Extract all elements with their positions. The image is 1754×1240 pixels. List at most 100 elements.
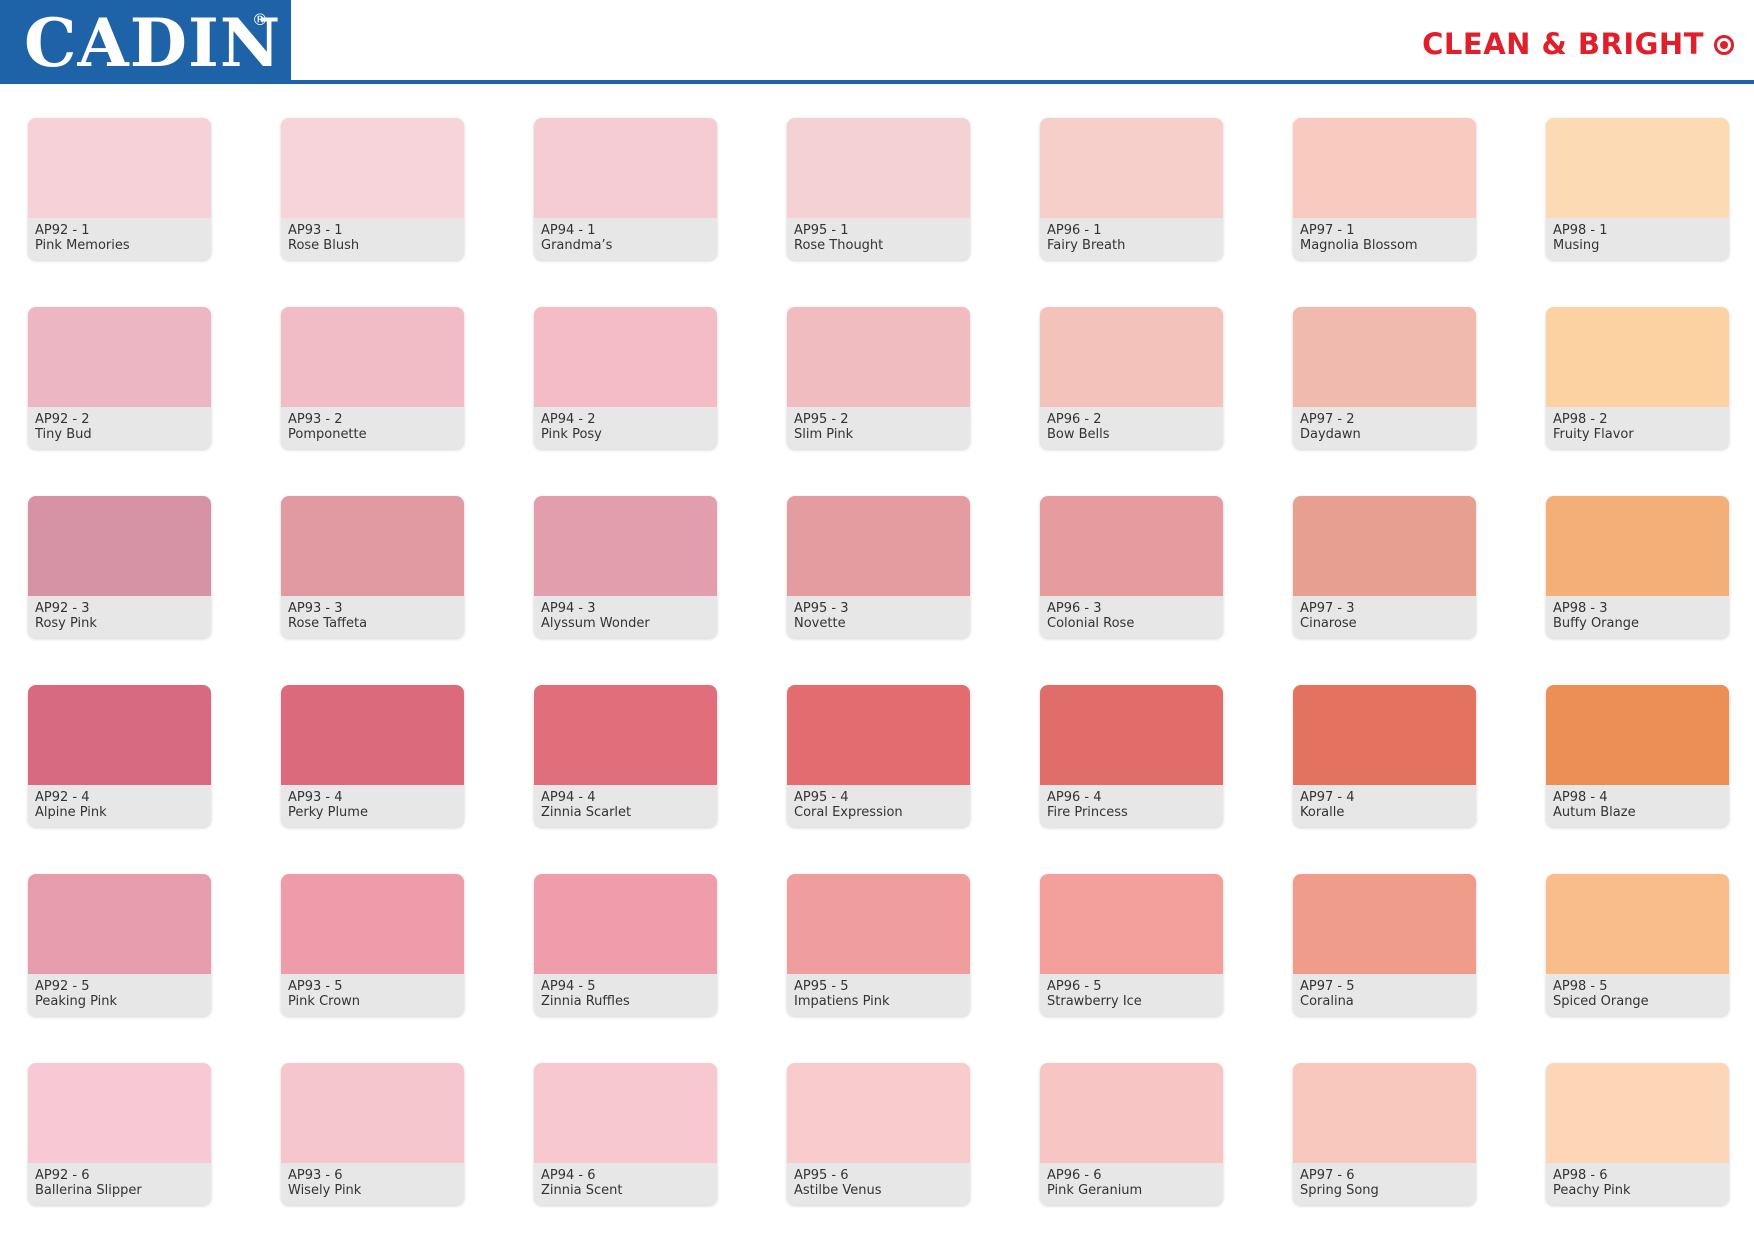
swatch-code: AP95 - 3 <box>794 601 849 616</box>
color-swatch <box>1546 685 1729 785</box>
color-swatch <box>281 118 464 218</box>
color-card[interactable]: AP92 - 1 Pink Memories <box>28 118 211 260</box>
color-card[interactable]: AP98 - 3 Buffy Orange <box>1546 496 1729 638</box>
color-card[interactable]: AP94 - 3 Alyssum Wonder <box>534 496 717 638</box>
swatch-code: AP97 - 5 <box>1300 979 1355 994</box>
color-card[interactable]: AP95 - 5 Impatiens Pink <box>787 874 970 1016</box>
color-card[interactable]: AP94 - 4 Zinnia Scarlet <box>534 685 717 827</box>
color-card[interactable]: AP97 - 1 Magnolia Blossom <box>1293 118 1476 260</box>
color-card[interactable]: AP93 - 1 Rose Blush <box>281 118 464 260</box>
color-card[interactable]: AP95 - 4 Coral Expression <box>787 685 970 827</box>
swatch-code: AP92 - 5 <box>35 979 90 994</box>
color-card[interactable]: AP98 - 5 Spiced Orange <box>1546 874 1729 1016</box>
color-swatch <box>1293 496 1476 596</box>
swatch-label: AP92 - 2 Tiny Bud <box>28 407 211 442</box>
header: CADIN ® CLEAN & BRIGHT <box>0 0 1754 84</box>
color-card[interactable]: AP93 - 4 Perky Plume <box>281 685 464 827</box>
color-swatch <box>1546 307 1729 407</box>
color-card[interactable]: AP93 - 6 Wisely Pink <box>281 1063 464 1205</box>
swatch-code: AP98 - 5 <box>1553 979 1608 994</box>
color-swatch <box>1040 685 1223 785</box>
color-card[interactable]: AP95 - 6 Astilbe Venus <box>787 1063 970 1205</box>
tagline: CLEAN & BRIGHT <box>1422 27 1704 61</box>
color-card[interactable]: AP92 - 4 Alpine Pink <box>28 685 211 827</box>
swatch-code: AP97 - 4 <box>1300 790 1355 805</box>
swatch-label: AP96 - 5 Strawberry Ice <box>1040 974 1223 1009</box>
color-card[interactable]: AP97 - 6 Spring Song <box>1293 1063 1476 1205</box>
color-card[interactable]: AP93 - 3 Rose Taffeta <box>281 496 464 638</box>
color-swatch <box>1040 118 1223 218</box>
color-card[interactable]: AP96 - 4 Fire Princess <box>1040 685 1223 827</box>
color-swatch <box>28 685 211 785</box>
color-card[interactable]: AP93 - 5 Pink Crown <box>281 874 464 1016</box>
color-card[interactable]: AP96 - 3 Colonial Rose <box>1040 496 1223 638</box>
color-card[interactable]: AP97 - 5 Coralina <box>1293 874 1476 1016</box>
swatch-label: AP98 - 4 Autum Blaze <box>1546 785 1729 820</box>
swatch-label: AP96 - 1 Fairy Breath <box>1040 218 1223 253</box>
swatch-label: AP95 - 1 Rose Thought <box>787 218 970 253</box>
swatch-code: AP98 - 1 <box>1553 223 1608 238</box>
swatch-code: AP92 - 2 <box>35 412 90 427</box>
color-card[interactable]: AP98 - 2 Fruity Flavor <box>1546 307 1729 449</box>
color-swatch <box>534 685 717 785</box>
swatch-code: AP95 - 4 <box>794 790 849 805</box>
color-card[interactable]: AP98 - 4 Autum Blaze <box>1546 685 1729 827</box>
swatch-code: AP97 - 1 <box>1300 223 1355 238</box>
color-swatch <box>787 118 970 218</box>
swatch-code: AP94 - 5 <box>541 979 596 994</box>
swatch-label: AP93 - 4 Perky Plume <box>281 785 464 820</box>
swatch-label: AP98 - 1 Musing <box>1546 218 1729 253</box>
swatch-code: AP98 - 6 <box>1553 1168 1608 1183</box>
swatch-code: AP96 - 2 <box>1047 412 1102 427</box>
color-card[interactable]: AP94 - 2 Pink Posy <box>534 307 717 449</box>
swatch-label: AP96 - 2 Bow Bells <box>1040 407 1223 442</box>
color-card[interactable]: AP97 - 4 Koralle <box>1293 685 1476 827</box>
swatch-name: Peaking Pink <box>35 994 118 1009</box>
color-card[interactable]: AP96 - 1 Fairy Breath <box>1040 118 1223 260</box>
swatch-code: AP96 - 5 <box>1047 979 1102 994</box>
swatch-label: AP98 - 3 Buffy Orange <box>1546 596 1729 631</box>
color-card[interactable]: AP97 - 3 Cinarose <box>1293 496 1476 638</box>
color-card[interactable]: AP95 - 1 Rose Thought <box>787 118 970 260</box>
swatch-label: AP96 - 3 Colonial Rose <box>1040 596 1223 631</box>
color-swatch <box>1293 118 1476 218</box>
swatch-name: Coral Expression <box>794 805 903 820</box>
color-card[interactable]: AP92 - 2 Tiny Bud <box>28 307 211 449</box>
color-swatch <box>1293 307 1476 407</box>
color-card[interactable]: AP94 - 1 Grandma’s <box>534 118 717 260</box>
color-card[interactable]: AP97 - 2 Daydawn <box>1293 307 1476 449</box>
swatch-label: AP94 - 2 Pink Posy <box>534 407 717 442</box>
swatch-code: AP93 - 4 <box>288 790 343 805</box>
swatch-label: AP92 - 3 Rosy Pink <box>28 596 211 631</box>
swatch-code: AP96 - 1 <box>1047 223 1102 238</box>
color-card[interactable]: AP96 - 5 Strawberry Ice <box>1040 874 1223 1016</box>
color-swatch <box>1040 496 1223 596</box>
swatch-name: Koralle <box>1300 805 1345 820</box>
swatch-code: AP98 - 4 <box>1553 790 1608 805</box>
swatch-name: Wisely Pink <box>288 1183 362 1198</box>
color-card[interactable]: AP96 - 2 Bow Bells <box>1040 307 1223 449</box>
color-card[interactable]: AP94 - 6 Zinnia Scent <box>534 1063 717 1205</box>
color-card[interactable]: AP92 - 6 Ballerina Slipper <box>28 1063 211 1205</box>
color-card[interactable]: AP92 - 3 Rosy Pink <box>28 496 211 638</box>
color-card[interactable]: AP94 - 5 Zinnia Ruffles <box>534 874 717 1016</box>
swatch-label: AP92 - 5 Peaking Pink <box>28 974 211 1009</box>
swatch-label: AP94 - 4 Zinnia Scarlet <box>534 785 717 820</box>
color-card[interactable]: AP92 - 5 Peaking Pink <box>28 874 211 1016</box>
color-card[interactable]: AP98 - 1 Musing <box>1546 118 1729 260</box>
swatch-code: AP96 - 4 <box>1047 790 1102 805</box>
target-dot-icon <box>1714 35 1734 55</box>
swatch-label: AP93 - 6 Wisely Pink <box>281 1163 464 1198</box>
color-card[interactable]: AP95 - 3 Novette <box>787 496 970 638</box>
swatch-label: AP96 - 4 Fire Princess <box>1040 785 1223 820</box>
swatch-code: AP97 - 2 <box>1300 412 1355 427</box>
color-card[interactable]: AP96 - 6 Pink Geranium <box>1040 1063 1223 1205</box>
color-card[interactable]: AP93 - 2 Pomponette <box>281 307 464 449</box>
color-card[interactable]: AP95 - 2 Slim Pink <box>787 307 970 449</box>
color-card[interactable]: AP98 - 6 Peachy Pink <box>1546 1063 1729 1205</box>
swatch-name: Slim Pink <box>794 427 854 442</box>
color-swatch <box>534 874 717 974</box>
swatch-code: AP94 - 6 <box>541 1168 596 1183</box>
swatch-label: AP97 - 1 Magnolia Blossom <box>1293 218 1476 253</box>
color-swatch <box>281 1063 464 1163</box>
